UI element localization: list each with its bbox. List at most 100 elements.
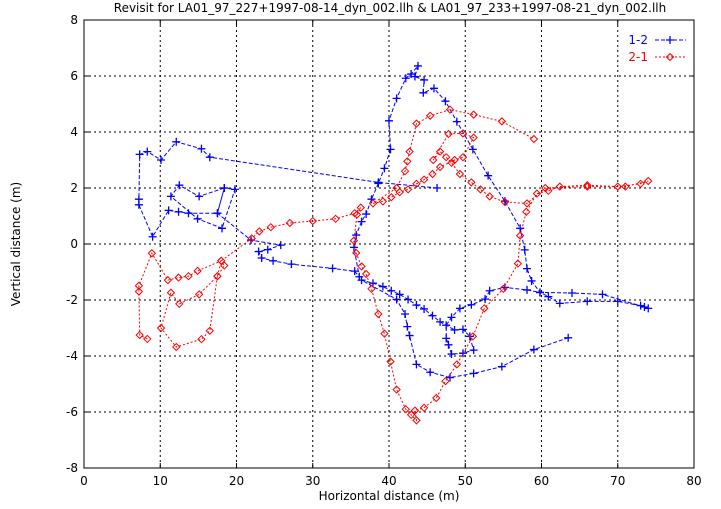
- data-point-2-1: [350, 208, 359, 218]
- data-point-2-1: [583, 182, 592, 191]
- data-point-1-2: [352, 231, 361, 240]
- data-point-1-2: [357, 276, 366, 285]
- data-point-1-2: [263, 245, 272, 254]
- data-point-1-2: [164, 206, 173, 215]
- y-tick-label: -6: [66, 405, 78, 419]
- data-point-2-1: [450, 155, 459, 165]
- data-point-1-2: [420, 304, 429, 313]
- data-point-1-2: [193, 214, 202, 223]
- data-point-1-2: [497, 362, 506, 371]
- data-point-1-2: [458, 349, 467, 358]
- data-point-2-1: [406, 410, 416, 420]
- data-point-1-2: [412, 301, 421, 310]
- data-point-1-2: [374, 179, 383, 188]
- x-tick-label: 40: [381, 474, 396, 488]
- data-point-2-1: [378, 197, 388, 206]
- data-point-2-1: [172, 342, 181, 352]
- data-point-2-1: [621, 182, 630, 191]
- data-point-1-2: [401, 310, 410, 318]
- data-point-1-2: [481, 295, 490, 304]
- data-point-1-2: [446, 373, 454, 382]
- axis-ticks: 0 10 20 30 40 50 60 70 80 -8 -6 -4 -2 0 2 4 6 8: [66, 13, 702, 488]
- data-point-2-1: [266, 222, 276, 232]
- data-point-1-2: [442, 334, 451, 343]
- x-tick-label: 10: [153, 474, 168, 488]
- data-point-1-2: [598, 290, 607, 299]
- data-point-1-2: [444, 340, 453, 349]
- series-line-2-1: [138, 109, 649, 422]
- data-point-1-2: [428, 311, 437, 320]
- data-point-2-1: [401, 404, 410, 414]
- data-point-1-2: [583, 297, 592, 306]
- data-point-2-1: [441, 376, 450, 386]
- data-point-2-1: [515, 231, 525, 240]
- data-point-2-1: [468, 332, 478, 341]
- data-point-1-2: [134, 200, 143, 209]
- data-point-2-1: [532, 189, 542, 198]
- data-point-1-2: [469, 346, 478, 355]
- data-point-2-1: [444, 129, 453, 139]
- data-point-2-1: [147, 249, 157, 258]
- data-point-2-1: [410, 406, 420, 415]
- series-line-1-2: [138, 65, 649, 379]
- data-point-2-1: [400, 166, 410, 176]
- data-point-2-1: [441, 152, 451, 162]
- data-point-2-1: [541, 183, 550, 193]
- data-point-2-1: [134, 281, 144, 290]
- data-point-2-1: [134, 287, 144, 296]
- data-point-1-2: [436, 317, 445, 326]
- data-point-1-2: [362, 210, 371, 219]
- data-point-2-1: [331, 214, 340, 224]
- data-point-2-1: [352, 210, 362, 219]
- data-point-1-2: [452, 117, 461, 126]
- data-point-2-1: [425, 111, 435, 120]
- data-point-1-2: [447, 313, 456, 322]
- x-tick-label: 80: [686, 474, 701, 488]
- data-point-1-2: [269, 256, 278, 265]
- data-point-2-1: [143, 334, 152, 344]
- data-point-2-1: [435, 162, 445, 172]
- series-1-2: [134, 61, 653, 382]
- data-point-1-2: [157, 156, 166, 164]
- data-point-2-1: [403, 157, 412, 166]
- x-tick-label: 0: [80, 474, 88, 488]
- data-point-1-2: [166, 192, 175, 201]
- data-point-1-2: [458, 325, 467, 334]
- data-point-2-1: [497, 117, 507, 126]
- chart-title: Revisit for LA01_97_227+1997-08-14_dyn_0…: [114, 1, 666, 15]
- data-point-1-2: [387, 286, 396, 295]
- data-point-1-2: [644, 304, 653, 313]
- data-point-2-1: [174, 273, 183, 282]
- data-point-1-2: [380, 164, 389, 173]
- data-point-1-2: [636, 301, 645, 310]
- data-point-2-1: [380, 329, 389, 338]
- data-point-1-2: [412, 360, 421, 369]
- data-point-1-2: [410, 72, 419, 81]
- data-point-1-2: [195, 192, 204, 201]
- data-point-2-1: [522, 199, 532, 208]
- data-point-2-1: [412, 416, 421, 425]
- data-point-1-2: [441, 97, 450, 106]
- data-point-1-2: [135, 150, 144, 159]
- data-point-2-1: [555, 182, 565, 191]
- data-point-1-2: [287, 260, 296, 269]
- y-tick-label: 0: [70, 237, 78, 251]
- data-point-2-1: [480, 304, 489, 313]
- data-point-1-2: [395, 290, 404, 299]
- data-point-2-1: [445, 105, 455, 114]
- data-point-2-1: [193, 266, 202, 276]
- series-2-1: [134, 105, 653, 425]
- data-point-2-1: [644, 176, 653, 186]
- x-tick-label: 60: [534, 474, 549, 488]
- data-point-1-2: [392, 295, 401, 304]
- data-point-1-2: [529, 345, 538, 354]
- data-point-1-2: [523, 285, 532, 294]
- data-point-1-2: [403, 322, 412, 331]
- data-point-2-1: [476, 185, 485, 194]
- data-point-1-2: [429, 84, 438, 93]
- data-point-2-1: [392, 385, 401, 394]
- data-point-1-2: [357, 217, 366, 226]
- x-tick-label: 50: [458, 474, 473, 488]
- data-point-1-2: [175, 181, 184, 190]
- data-point-1-2: [613, 297, 622, 306]
